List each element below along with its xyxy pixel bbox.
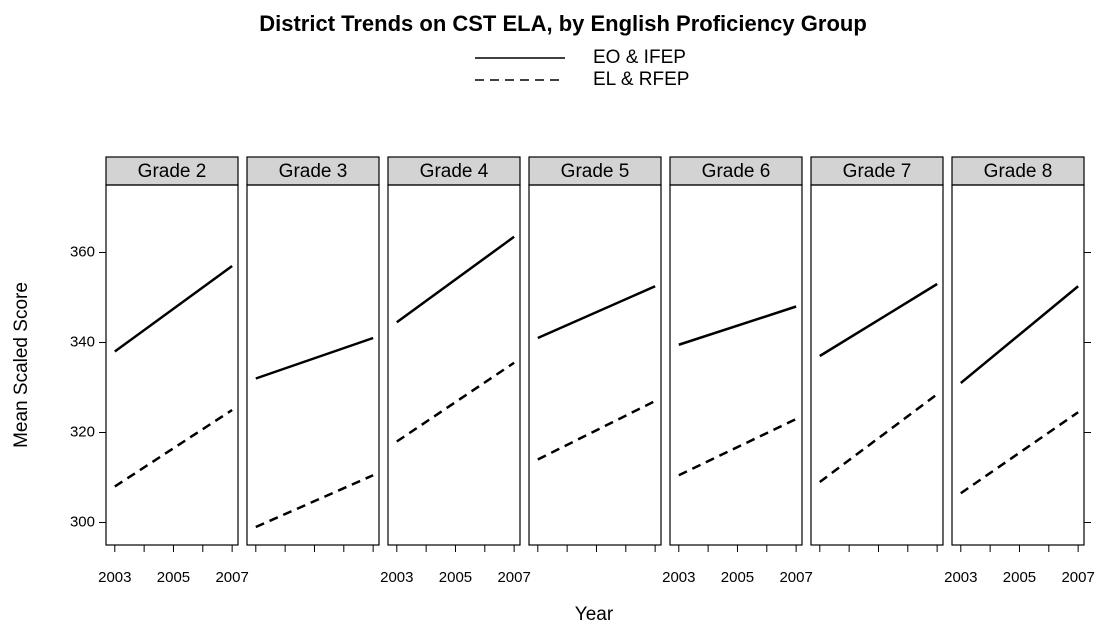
series-line (819, 282, 938, 358)
panel-title: Grade 3 (279, 161, 348, 182)
panel (387, 184, 521, 546)
series-line (114, 408, 233, 488)
series-line (114, 264, 233, 353)
legend-label: EL & RFEP (593, 69, 689, 90)
series-line (537, 399, 656, 461)
strip (669, 156, 803, 186)
x-tick-label: 2003 (380, 569, 413, 586)
chart-title: District Trends on CST ELA, by English P… (259, 11, 867, 36)
strip (951, 156, 1085, 186)
x-tick-label: 2007 (497, 569, 530, 586)
x-tick-label: 2003 (944, 569, 977, 586)
strip (810, 156, 944, 186)
series-line (960, 411, 1079, 495)
y-axis-label: Mean Scaled Score (11, 282, 32, 448)
panel-title: Grade 6 (702, 161, 771, 182)
panel (528, 184, 662, 546)
strip (528, 156, 662, 186)
panel (246, 184, 380, 546)
y-tick-label: 300 (70, 513, 95, 530)
series-line (255, 474, 374, 529)
x-tick-label: 2005 (157, 569, 190, 586)
panel (951, 184, 1085, 546)
y-tick-label: 360 (70, 243, 95, 260)
panel-title: Grade 2 (138, 161, 207, 182)
series-line (960, 285, 1079, 384)
panel (105, 184, 239, 546)
legend-label: EO & IFEP (593, 47, 686, 68)
series-line (396, 361, 515, 443)
x-tick-label: 2005 (1003, 569, 1036, 586)
y-tick-label: 340 (70, 333, 95, 350)
x-tick-label: 2007 (779, 569, 812, 586)
series-line (255, 336, 374, 380)
x-tick-label: 2003 (662, 569, 695, 586)
x-tick-label: 2007 (215, 569, 248, 586)
panel (810, 184, 944, 546)
series-line (678, 305, 797, 346)
panel-title: Grade 5 (561, 161, 630, 182)
panel-title: Grade 7 (843, 161, 912, 182)
series-line (678, 417, 797, 477)
panel (669, 184, 803, 546)
x-axis-label: Year (575, 604, 614, 625)
series-line (819, 393, 938, 484)
series-line (537, 285, 656, 340)
x-tick-label: 2005 (721, 569, 754, 586)
y-tick-label: 320 (70, 423, 95, 440)
x-tick-label: 2005 (439, 569, 472, 586)
x-tick-label: 2007 (1061, 569, 1094, 586)
strip (105, 156, 239, 186)
x-tick-label: 2003 (98, 569, 131, 586)
strip (246, 156, 380, 186)
panel-title: Grade 8 (984, 161, 1053, 182)
panel-title: Grade 4 (420, 161, 489, 182)
series-line (396, 235, 515, 324)
